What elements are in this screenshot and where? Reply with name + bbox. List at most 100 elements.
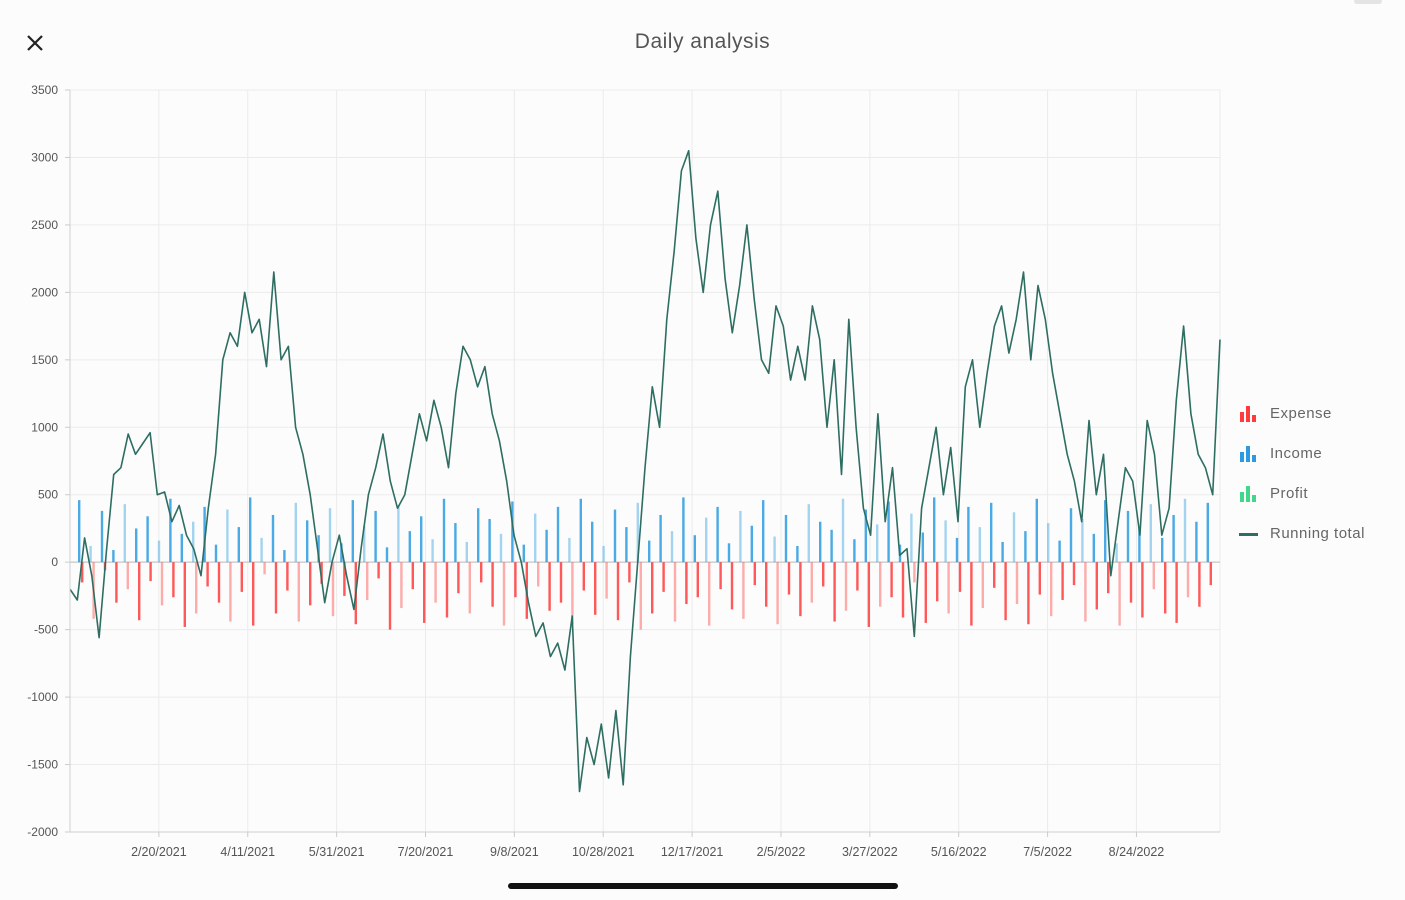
expense-bar (787, 562, 791, 595)
expense-bar (445, 562, 449, 618)
expense-bar (548, 562, 551, 611)
legend-item-income[interactable]: Income (1238, 446, 1365, 486)
income-bar (397, 505, 400, 563)
income-bar (1206, 502, 1209, 563)
x-tick-label: 12/17/2021 (661, 845, 724, 859)
expense-bar (457, 562, 460, 594)
income-bar (739, 510, 742, 563)
expense-bar (856, 562, 859, 591)
income-bar (545, 529, 548, 563)
close-button[interactable] (20, 28, 50, 58)
expense-bar (947, 562, 950, 614)
expense-bar (1027, 562, 1030, 625)
expense-bar (822, 562, 825, 587)
home-indicator[interactable] (508, 883, 898, 889)
income-bar (841, 498, 845, 563)
legend-item-running-total[interactable]: Running total (1238, 526, 1365, 566)
expense-bar (160, 562, 164, 606)
income-bar (864, 509, 867, 563)
expense-bar (423, 562, 426, 623)
income-bar (921, 532, 924, 563)
running-total-line-icon (1238, 526, 1258, 542)
x-tick-label: 9/8/2021 (490, 845, 539, 859)
income-bar (180, 533, 183, 563)
expense-bar (662, 562, 665, 592)
expense-bar (571, 562, 574, 625)
income-bar (773, 536, 776, 563)
expense-bar (685, 562, 688, 605)
x-tick-label: 4/11/2021 (220, 845, 275, 859)
income-bar-chart-icon (1238, 446, 1258, 462)
income-bar (408, 531, 411, 563)
expense-bar (331, 562, 335, 617)
income-bar (1035, 498, 1038, 563)
y-tick-label: 2500 (31, 218, 58, 232)
expense-bar (274, 562, 278, 614)
expense-bar (183, 562, 186, 627)
income-bar (716, 506, 719, 563)
close-icon (27, 35, 43, 51)
income-bar (830, 529, 833, 563)
income-bar (659, 514, 662, 563)
expense-bar (673, 562, 677, 622)
expense-bar (229, 562, 232, 622)
expense-bar (1084, 562, 1087, 622)
income-bar (135, 528, 138, 563)
income-bar (249, 497, 252, 563)
income-bar (955, 537, 959, 563)
x-tick-label: 8/24/2022 (1109, 845, 1165, 859)
income-bar (887, 501, 890, 563)
x-tick-label: 10/28/2021 (572, 845, 635, 859)
expense-bar (981, 562, 984, 609)
expense-bar (217, 562, 221, 603)
income-bar (465, 541, 468, 563)
income-bar (100, 510, 104, 563)
expense-bar (1095, 562, 1098, 610)
expense-bar (1107, 562, 1110, 594)
expense-bar (639, 562, 642, 630)
expense-bar (730, 562, 734, 610)
expense-bar (263, 562, 266, 575)
chart-axes (69, 90, 1220, 833)
income-bar (1126, 510, 1130, 563)
expense-bar (377, 562, 380, 579)
income-bar (1149, 504, 1152, 563)
income-bar (613, 509, 617, 563)
expense-bar (537, 562, 540, 587)
income-bar (1092, 533, 1095, 563)
income-bar (705, 517, 708, 563)
expense-bar (400, 562, 403, 609)
expense-bar (126, 562, 129, 590)
income-bar (1012, 512, 1016, 563)
y-tick-label: -1000 (27, 690, 58, 704)
expense-bar (434, 562, 437, 603)
expense-bar (924, 562, 927, 623)
income-bar (910, 513, 913, 563)
y-tick-label: 3000 (31, 150, 58, 164)
expense-bar (297, 562, 300, 622)
legend-item-profit[interactable]: Profit (1238, 486, 1365, 526)
expense-bar (1004, 562, 1007, 621)
income-bar (579, 498, 582, 563)
expense-bar (149, 562, 152, 582)
expense-bar (628, 562, 631, 583)
expense-bar (1164, 562, 1167, 614)
legend-item-expense[interactable]: Expense (1238, 406, 1365, 446)
expense-bar (958, 562, 962, 592)
income-bar (1081, 519, 1084, 563)
income-bar (693, 535, 696, 563)
running-total-path (69, 149, 1221, 793)
income-bar (351, 500, 354, 563)
expense-bar (1175, 562, 1178, 623)
expense-bar (115, 562, 118, 603)
income-bar (568, 537, 571, 563)
expense-bar (1198, 562, 1201, 607)
income-bar (78, 500, 81, 563)
income-bar (271, 514, 275, 563)
income-bar (807, 504, 810, 563)
income-bar (1161, 537, 1164, 563)
y-tick-label: 0 (51, 555, 58, 569)
income-bar (89, 545, 92, 563)
running-total-line (69, 149, 1221, 793)
income-bar (534, 513, 537, 563)
